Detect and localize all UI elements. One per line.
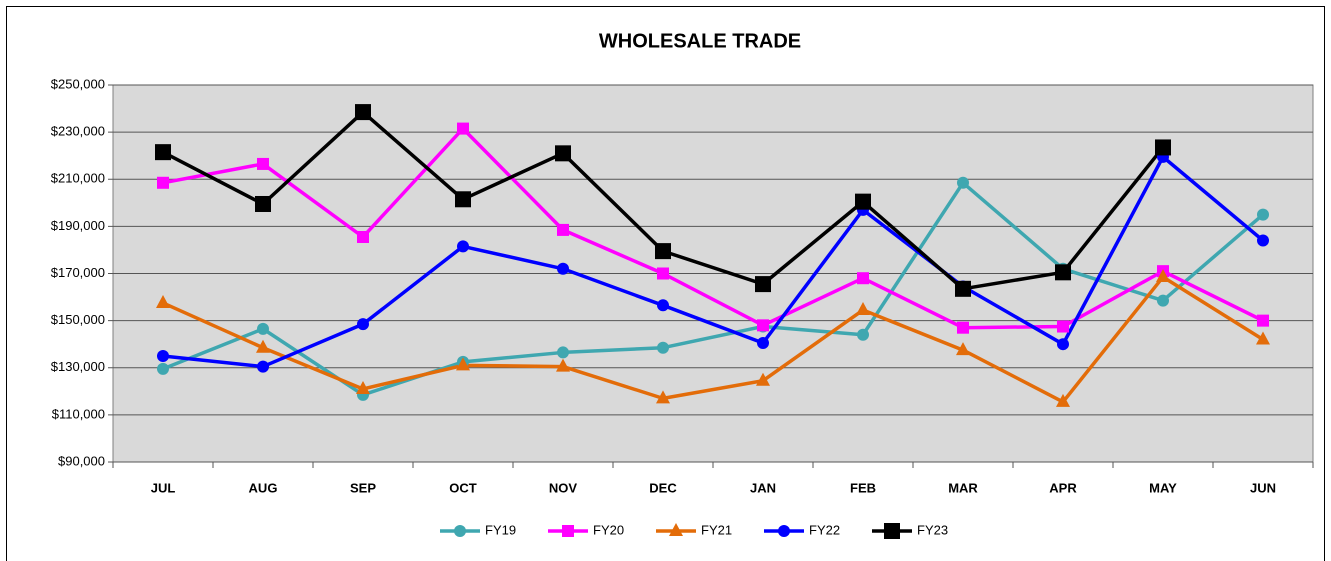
point [557,262,569,275]
y-tick-label: $170,000 [51,265,105,280]
series-line [162,275,1264,404]
series-line [162,155,1265,369]
point [856,302,870,316]
legend-label: FY23 [917,522,948,537]
point [156,294,170,308]
legend-marker [778,525,790,537]
y-tick-label: $150,000 [51,312,105,327]
point [1257,234,1269,247]
point [855,193,871,210]
point [756,372,770,386]
point [257,322,269,335]
point [956,342,970,356]
point [1057,320,1069,333]
x-tick-label: APR [1049,480,1077,495]
point [1257,208,1269,221]
legend-label: FY19 [485,522,516,537]
point [657,267,669,280]
y-tick-label: $130,000 [51,359,105,374]
point [256,339,270,353]
legend-label: FY21 [701,522,732,537]
point [857,328,869,341]
point [457,240,469,253]
point [1256,331,1270,345]
point [1056,393,1070,407]
point [657,299,669,312]
point [157,349,169,362]
point [1055,264,1071,281]
point [857,272,869,285]
point [1057,338,1069,351]
point [157,176,169,189]
legend-marker [454,525,466,537]
x-tick-label: DEC [649,480,677,495]
y-tick-label: $230,000 [51,124,105,139]
y-tick-label: $90,000 [58,453,105,468]
point [957,321,969,334]
point [1156,269,1170,283]
point [755,276,771,293]
point [557,346,569,359]
x-tick-label: SEP [350,480,376,495]
legend-marker [669,523,683,536]
point [557,223,569,236]
y-tick-label: $210,000 [51,171,105,186]
x-tick-label: FEB [850,480,876,495]
legend-marker [884,523,900,539]
point [255,195,271,212]
legend-label: FY20 [593,522,624,537]
x-tick-label: NOV [549,480,578,495]
x-tick-label: MAY [1149,480,1177,495]
point [757,337,769,350]
x-tick-label: MAR [948,480,978,495]
point [757,319,769,332]
point [356,380,370,394]
point [656,390,670,404]
point [457,122,469,135]
point [455,191,471,208]
legend-label: FY22 [809,522,840,537]
x-tick-label: JAN [750,480,776,495]
point [257,360,269,373]
point [355,104,371,121]
point [1257,314,1269,327]
point [357,318,369,331]
point [357,230,369,243]
point [155,144,171,161]
point [556,358,570,372]
point [555,145,571,162]
legend-marker [562,525,574,537]
point [957,176,969,189]
x-tick-label: OCT [449,480,477,495]
y-tick-label: $190,000 [51,218,105,233]
x-tick-label: AUG [249,480,278,495]
chart-title: WHOLESALE TRADE [599,30,801,52]
point [955,280,971,297]
y-tick-label: $110,000 [52,406,105,421]
point [257,157,269,170]
point [1157,294,1169,307]
series-line [162,126,1264,330]
point [456,357,470,371]
x-tick-label: JUN [1250,480,1276,495]
point [655,243,671,260]
x-tick-label: JUL [151,480,176,495]
y-tick-label: $250,000 [51,76,105,91]
point [657,341,669,354]
point [1155,139,1171,156]
point [157,362,169,375]
